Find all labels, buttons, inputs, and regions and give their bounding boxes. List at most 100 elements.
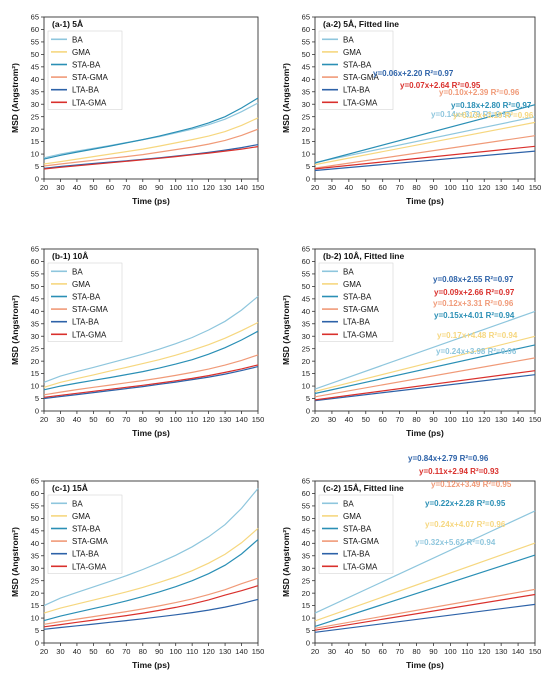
series-line-sta-gma [314,357,536,398]
y-tick-label: 15 [31,369,39,378]
y-tick-label: 40 [31,75,39,84]
y-tick-label: 45 [31,62,39,71]
y-tick-label: 45 [302,294,310,303]
x-tick-label: 70 [122,415,130,424]
x-tick-label: 80 [139,647,147,656]
y-tick-label: 0 [306,407,310,416]
x-tick-label: 110 [186,647,198,656]
legend-label: STA-BA [72,525,101,534]
x-tick-label: 130 [219,647,232,656]
y-tick-label: 5 [35,626,39,635]
series-line-ba [314,510,536,614]
y-tick-label: 0 [306,639,310,648]
x-tick-label: 150 [252,183,265,192]
x-tick-label: 70 [395,647,403,656]
y-tick-label: 65 [31,477,39,486]
legend-box [318,262,394,342]
series-line-sta-ba [43,539,259,622]
y-axis-title: MSD (Angstrom²) [10,63,20,133]
x-tick-label: 100 [169,415,182,424]
x-tick-label: 20 [40,647,48,656]
x-tick-label: 100 [169,647,182,656]
y-tick-label: 25 [31,576,39,585]
y-tick-label: 25 [31,112,39,121]
legend-label: GMA [343,48,362,57]
fit-equation-sta-ba: y=0.15x+4.01 R²=0.94 [434,311,515,320]
y-tick-label: 25 [302,576,310,585]
legend-label: LTA-GMA [72,330,107,339]
series-line-lta-ba [43,366,259,400]
y-tick-label: 60 [31,25,39,34]
y-tick-label: 30 [302,564,310,573]
x-tick-label: 110 [186,183,198,192]
x-tick-label: 20 [40,183,48,192]
fit-equation-sta-ba: y=0.18x+2.80 R²=0.97 [451,101,532,110]
chart-panel-b2: 0 5 10 15 20 25 30 35 40 45 50 55 60 65 20 30 40 50 60 70 80… [281,245,541,438]
legend-label: STA-GMA [72,73,109,82]
x-tick-label: 140 [235,415,248,424]
legend-label: STA-BA [343,61,372,70]
y-tick-label: 45 [302,526,310,535]
fit-equation-sta-gma: y=0.12x+3.49 R²=0.95 [431,480,512,489]
y-tick-label: 30 [302,332,310,341]
x-tick-label: 40 [73,647,81,656]
series-line-sta-ba [314,554,536,627]
y-tick-label: 25 [302,344,310,353]
x-tick-label: 90 [429,183,437,192]
x-tick-label: 50 [89,415,97,424]
y-tick-label: 15 [302,601,310,610]
y-tick-label: 65 [302,477,310,486]
y-tick-label: 50 [302,50,310,59]
x-tick-label: 50 [362,647,370,656]
legend-label: BA [343,499,354,508]
panel-title: (a-2) 5Å, Fitted line [323,19,399,29]
x-tick-label: 110 [461,183,473,192]
x-tick-label: 20 [311,415,319,424]
y-tick-label: 40 [31,539,39,548]
legend-box [318,494,394,574]
y-tick-label: 5 [306,626,310,635]
x-axis-title: Time (ps) [406,660,444,670]
legend-label: LTA-BA [343,550,370,559]
x-tick-label: 140 [235,183,248,192]
y-tick-label: 55 [302,38,310,47]
series-line-lta-gma [43,364,259,398]
legend-label: STA-BA [72,61,101,70]
y-tick-label: 20 [31,357,39,366]
x-tick-label: 130 [219,415,232,424]
x-tick-label: 130 [495,647,508,656]
legend-label: LTA-GMA [72,562,107,571]
x-axis-title: Time (ps) [132,196,170,206]
panel-title: (c-2) 15Å, Fitted line [323,483,404,493]
series-line-gma [314,121,536,166]
series-line-lta-ba [314,603,536,633]
fit-equation-lta-gma: y=0.11x+2.94 R²=0.93 [419,467,499,476]
y-tick-label: 20 [302,589,310,598]
y-tick-label: 40 [302,75,310,84]
x-tick-label: 90 [429,415,437,424]
x-tick-label: 90 [155,183,163,192]
legend-label: LTA-GMA [343,98,378,107]
x-axis-title: Time (ps) [406,196,444,206]
y-tick-label: 60 [302,25,310,34]
x-tick-label: 40 [73,415,81,424]
series-line-gma [314,335,536,392]
x-tick-label: 150 [529,183,542,192]
y-axis-title: MSD (Angstrom²) [10,527,20,597]
fit-equation-ba: y=0.24x+3.98 R²=0.96 [436,347,517,356]
x-axis-title: Time (ps) [406,428,444,438]
x-tick-label: 100 [169,183,182,192]
y-tick-label: 55 [31,502,39,511]
y-tick-label: 55 [31,270,39,279]
y-tick-label: 60 [302,489,310,498]
y-tick-label: 45 [31,294,39,303]
y-tick-label: 30 [31,564,39,573]
series-line-sta-gma [314,135,536,169]
series-line-lta-ba [314,374,536,402]
y-tick-label: 5 [306,162,310,171]
series-line-gma [43,321,259,388]
chart-panel-a2: 0 5 10 15 20 25 30 35 40 45 50 55 60 65 20 30 40 50 60 70 80… [281,13,541,206]
x-tick-label: 140 [512,647,525,656]
x-tick-label: 120 [202,415,215,424]
x-tick-label: 80 [412,647,420,656]
